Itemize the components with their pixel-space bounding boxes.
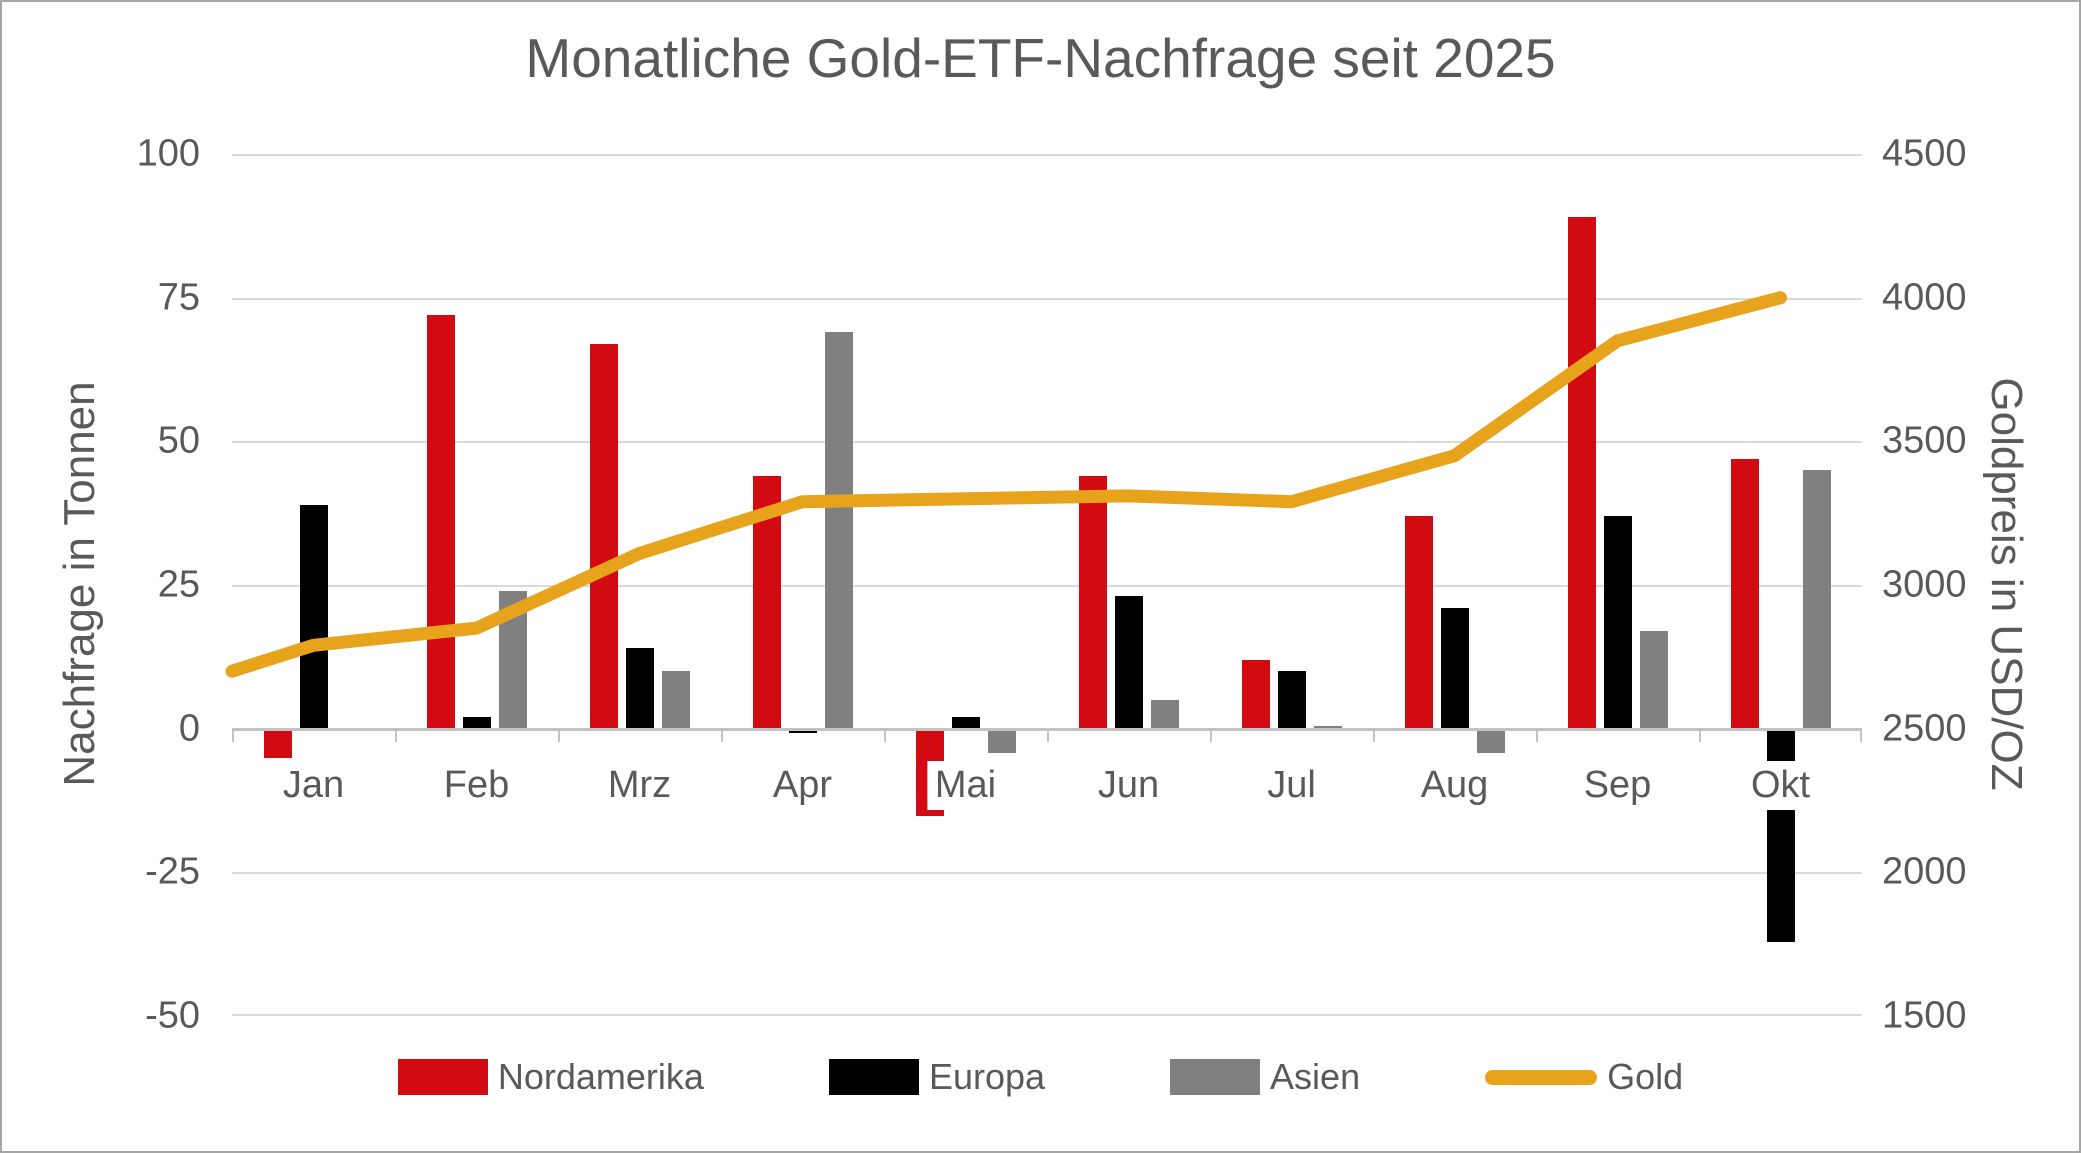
x-axis-tick [1047, 728, 1049, 742]
bar-asien-mrz [661, 671, 690, 729]
x-axis-tick [232, 728, 234, 742]
x-axis-tick [1373, 728, 1375, 742]
bar-europa-jan [299, 504, 328, 729]
bar-europa-jul [1277, 671, 1306, 729]
legend-swatch-gold [1485, 1069, 1598, 1085]
y-axis-label-right: 3000 [1882, 563, 1967, 606]
gridline [232, 441, 1862, 444]
bar-asien-sep [1639, 630, 1668, 729]
legend-label-gold: Gold [1607, 1056, 1684, 1097]
y-axis-title-right: Goldpreis in USD/OZ [1982, 377, 2031, 791]
bar-nordamerika-sep [1567, 217, 1596, 729]
bar-europa-jun [1114, 596, 1143, 729]
x-axis-tick [1860, 728, 1862, 742]
bar-nordamerika-jul [1241, 659, 1270, 729]
x-axis-tick [1699, 728, 1701, 742]
y-axis-label-right: 4000 [1882, 276, 1967, 319]
x-axis-tick [1210, 728, 1212, 742]
bar-asien-mai [987, 729, 1016, 753]
y-axis-label-left: 25 [157, 563, 200, 606]
y-axis-label-left: -50 [145, 994, 200, 1037]
bar-europa-mai [951, 717, 980, 729]
legend-swatch-europa [828, 1059, 919, 1095]
bar-europa-feb [462, 717, 491, 729]
legend-item-gold: Gold [1485, 1056, 1683, 1098]
bar-asien-okt [1802, 470, 1831, 729]
x-axis-label: Mrz [599, 760, 680, 810]
legend-item-europa: Europa [828, 1056, 1046, 1098]
legend-label-nordamerika: Nordamerika [497, 1056, 704, 1097]
x-axis-label: Feb [435, 760, 518, 810]
x-axis-label: Jan [274, 760, 353, 810]
chart-title: Monatliche Gold-ETF-Nachfrage seit 2025 [525, 27, 1556, 89]
y-axis-label-left: 100 [136, 132, 200, 175]
x-axis-label: Aug [1412, 760, 1497, 810]
legend-label-europa: Europa [928, 1056, 1046, 1097]
gridline [232, 297, 1862, 300]
legend-swatch-nordamerika [397, 1059, 488, 1095]
bar-nordamerika-jun [1078, 475, 1107, 729]
bar-asien-jul [1313, 725, 1342, 729]
bar-nordamerika-mrz [589, 343, 618, 729]
bar-asien-apr [824, 332, 853, 729]
y-axis-label-left: -25 [145, 850, 200, 893]
x-axis-tick [395, 728, 397, 742]
bar-nordamerika-aug [1404, 516, 1433, 729]
legend: Nordamerika Europa Asien Gold [2, 1044, 2079, 1110]
bar-europa-mrz [625, 648, 654, 729]
y-axis-label-right: 2500 [1882, 707, 1967, 750]
x-axis-tick [721, 728, 723, 742]
bar-europa-apr [788, 729, 817, 733]
y-axis-label-right: 1500 [1882, 994, 1967, 1037]
x-axis-label: Mai [926, 760, 1005, 810]
bar-europa-aug [1440, 607, 1469, 729]
x-axis-tick [1536, 728, 1538, 742]
gold-price-line [225, 291, 1787, 678]
gridline [232, 154, 1862, 156]
y-axis-label-right: 4500 [1882, 132, 1967, 175]
x-axis-label: Okt [1742, 760, 1819, 810]
x-axis-label: Apr [764, 760, 841, 810]
x-axis-tick [558, 728, 560, 742]
legend-swatch-asien [1170, 1059, 1261, 1095]
bar-europa-sep [1603, 516, 1632, 729]
legend-label-asien: Asien [1270, 1056, 1361, 1097]
gridline [232, 585, 1862, 587]
gridline [232, 1014, 1862, 1016]
plot-area: 100 4500 75 4000 50 3500 25 3000 0 2500 -25 2000 -50… [137, 133, 1967, 1037]
x-axis-tick [884, 728, 886, 742]
y-axis-label-left: 50 [157, 419, 200, 462]
x-axis-label: Sep [1575, 760, 1660, 810]
gridline [232, 872, 1862, 875]
y-axis-label-left: 0 [178, 707, 200, 750]
legend-item-nordamerika: Nordamerika [397, 1056, 704, 1098]
y-axis-label-left: 75 [157, 276, 200, 319]
x-axis-label: Jul [1259, 760, 1324, 810]
bar-nordamerika-feb [426, 314, 455, 729]
y-axis-label-right: 3500 [1882, 419, 1967, 462]
bar-nordamerika-okt [1730, 458, 1759, 729]
x-axis-label: Jun [1089, 760, 1168, 810]
bar-nordamerika-jan [263, 729, 292, 759]
bar-asien-aug [1476, 729, 1505, 753]
y-axis-label-right: 2000 [1882, 850, 1967, 893]
legend-item-asien: Asien [1170, 1056, 1360, 1098]
bar-asien-jun [1150, 699, 1179, 729]
